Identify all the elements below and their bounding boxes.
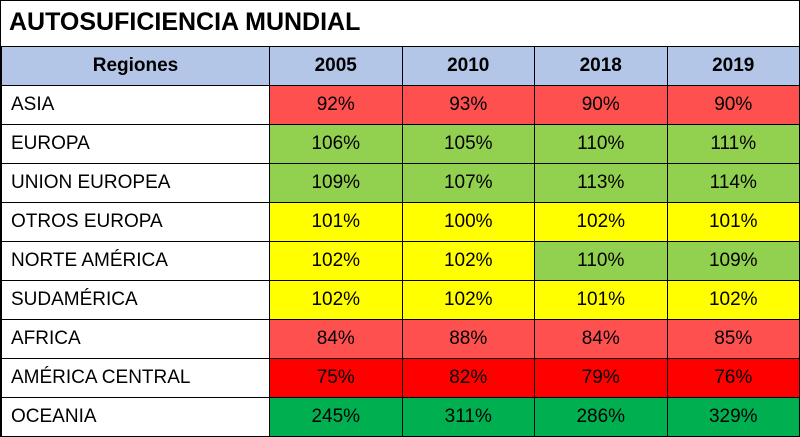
value-cell: 75% — [269, 358, 403, 398]
value-cell: 102% — [401, 280, 535, 320]
table-row: OCEANIA 245% 311% 286% 329% — [1, 397, 800, 437]
region-cell: AMÉRICA CENTRAL — [1, 358, 270, 398]
header-2019: 2019 — [666, 46, 800, 86]
table-row: UNION EUROPEA 109% 107% 113% 114% — [1, 163, 800, 203]
value-cell: 109% — [666, 241, 800, 281]
value-cell: 90% — [666, 85, 800, 125]
value-cell: 84% — [269, 319, 403, 359]
header-2005: 2005 — [269, 46, 403, 86]
value-cell: 102% — [269, 280, 403, 320]
value-cell: 101% — [534, 280, 668, 320]
value-cell: 100% — [401, 202, 535, 242]
value-cell: 245% — [269, 397, 403, 437]
value-cell: 85% — [666, 319, 800, 359]
value-cell: 110% — [534, 124, 668, 164]
chart-title: AUTOSUFICIENCIA MUNDIAL — [9, 8, 361, 36]
table-row: AFRICA 84% 88% 84% 85% — [1, 319, 800, 359]
header-2010: 2010 — [401, 46, 535, 86]
value-cell: 88% — [401, 319, 535, 359]
value-cell: 106% — [269, 124, 403, 164]
value-cell: 102% — [534, 202, 668, 242]
value-cell: 311% — [401, 397, 535, 437]
value-cell: 105% — [401, 124, 535, 164]
region-cell: EUROPA — [1, 124, 270, 164]
region-cell: OCEANIA — [1, 397, 270, 437]
value-cell: 102% — [666, 280, 800, 320]
region-cell: UNION EUROPEA — [1, 163, 270, 203]
data-table: Regiones 2005 2010 2018 2019 ASIA 92% 93% 9… — [1, 46, 800, 437]
value-cell: 93% — [401, 85, 535, 125]
header-row: Regiones 2005 2010 2018 2019 — [1, 46, 800, 86]
region-cell: ASIA — [1, 85, 270, 125]
table-row: EUROPA 106% 105% 110% 111% — [1, 124, 800, 164]
value-cell: 110% — [534, 241, 668, 281]
table-row: ASIA 92% 93% 90% 90% — [1, 85, 800, 125]
value-cell: 114% — [666, 163, 800, 203]
value-cell: 101% — [666, 202, 800, 242]
value-cell: 109% — [269, 163, 403, 203]
region-cell: NORTE AMÉRICA — [1, 241, 270, 281]
value-cell: 92% — [269, 85, 403, 125]
value-cell: 84% — [534, 319, 668, 359]
region-cell: AFRICA — [1, 319, 270, 359]
region-cell: SUDAMÉRICA — [1, 280, 270, 320]
value-cell: 107% — [401, 163, 535, 203]
value-cell: 76% — [666, 358, 800, 398]
table-row: AMÉRICA CENTRAL 75% 82% 79% 76% — [1, 358, 800, 398]
value-cell: 79% — [534, 358, 668, 398]
region-cell: OTROS EUROPA — [1, 202, 270, 242]
table-row: SUDAMÉRICA 102% 102% 101% 102% — [1, 280, 800, 320]
value-cell: 102% — [401, 241, 535, 281]
value-cell: 82% — [401, 358, 535, 398]
value-cell: 101% — [269, 202, 403, 242]
value-cell: 286% — [534, 397, 668, 437]
table-row: NORTE AMÉRICA 102% 102% 110% 109% — [1, 241, 800, 281]
table-row: OTROS EUROPA 101% 100% 102% 101% — [1, 202, 800, 242]
header-2018: 2018 — [534, 46, 668, 86]
header-regiones: Regiones — [1, 46, 270, 86]
value-cell: 111% — [666, 124, 800, 164]
value-cell: 329% — [666, 397, 800, 437]
value-cell: 113% — [534, 163, 668, 203]
table-body: ASIA 92% 93% 90% 90% EUROPA 106% 105% 110% 111% UN… — [1, 85, 800, 437]
value-cell: 102% — [269, 241, 403, 281]
value-cell: 90% — [534, 85, 668, 125]
